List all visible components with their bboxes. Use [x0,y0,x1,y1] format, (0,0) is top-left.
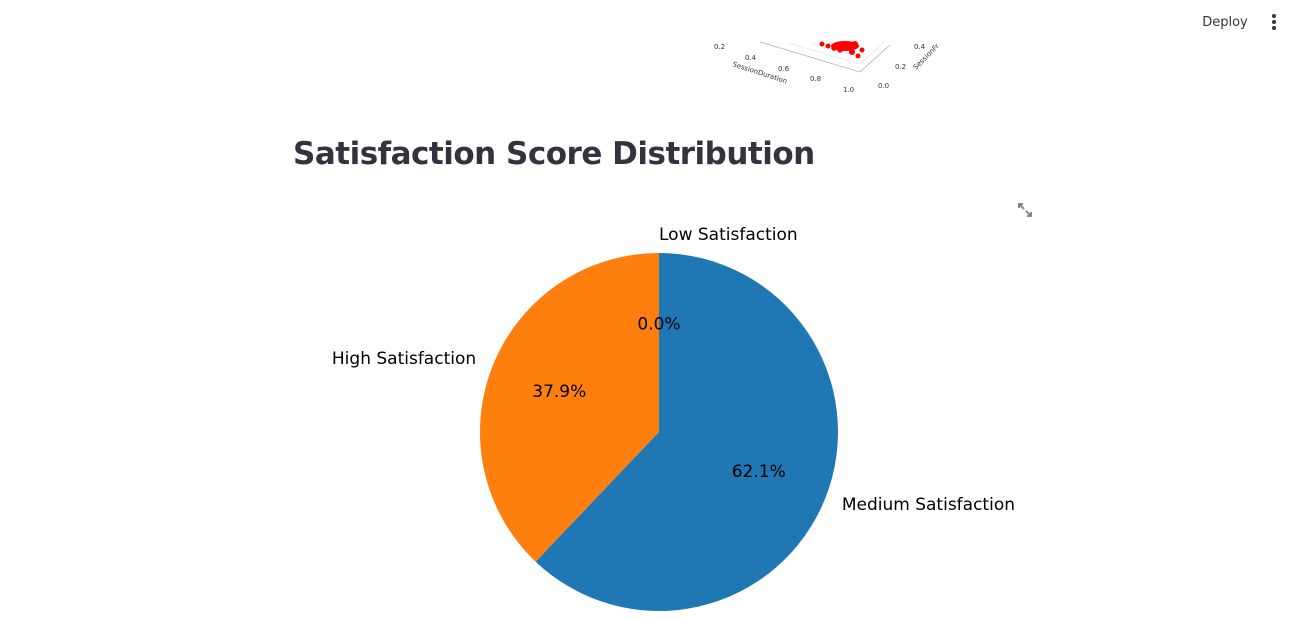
pie-slice-label: Low Satisfaction [659,225,798,245]
vertical-ellipsis-icon [1272,14,1276,30]
prev-y-tick: 0.2 [895,63,906,71]
prev-x-tick: 1.0 [843,86,854,94]
pie-slice-percent: 37.9% [532,382,586,402]
fullscreen-button[interactable] [1014,199,1036,221]
prev-y-tick: 0.4 [914,43,926,51]
pie-slice [535,253,838,611]
prev-x-tick: 0.2 [714,43,725,51]
prev-x-tick: 0.8 [810,75,821,83]
pie-slice-label: High Satisfaction [332,349,476,369]
deploy-button[interactable]: Deploy [1194,9,1256,37]
main-menu-button[interactable] [1262,10,1286,34]
prev-y-tick: 0.0 [878,82,889,90]
expand-arrows-icon [1018,203,1032,217]
pie-slice-label: Medium Satisfaction [842,495,1015,515]
previous-3d-scatter-chart: 0.2 0.4 0.6 0.8 1.0 0.0 0.2 0.4 SessionD… [714,40,941,94]
pie-slice [480,253,659,562]
pie-slice-percent: 0.0% [637,315,680,335]
prev-x-tick: 0.6 [778,65,790,73]
pie-slice-percent: 62.1% [732,462,786,482]
page-title: Satisfaction Score Distribution [293,136,815,172]
prev-x-tick: 0.4 [745,54,757,62]
